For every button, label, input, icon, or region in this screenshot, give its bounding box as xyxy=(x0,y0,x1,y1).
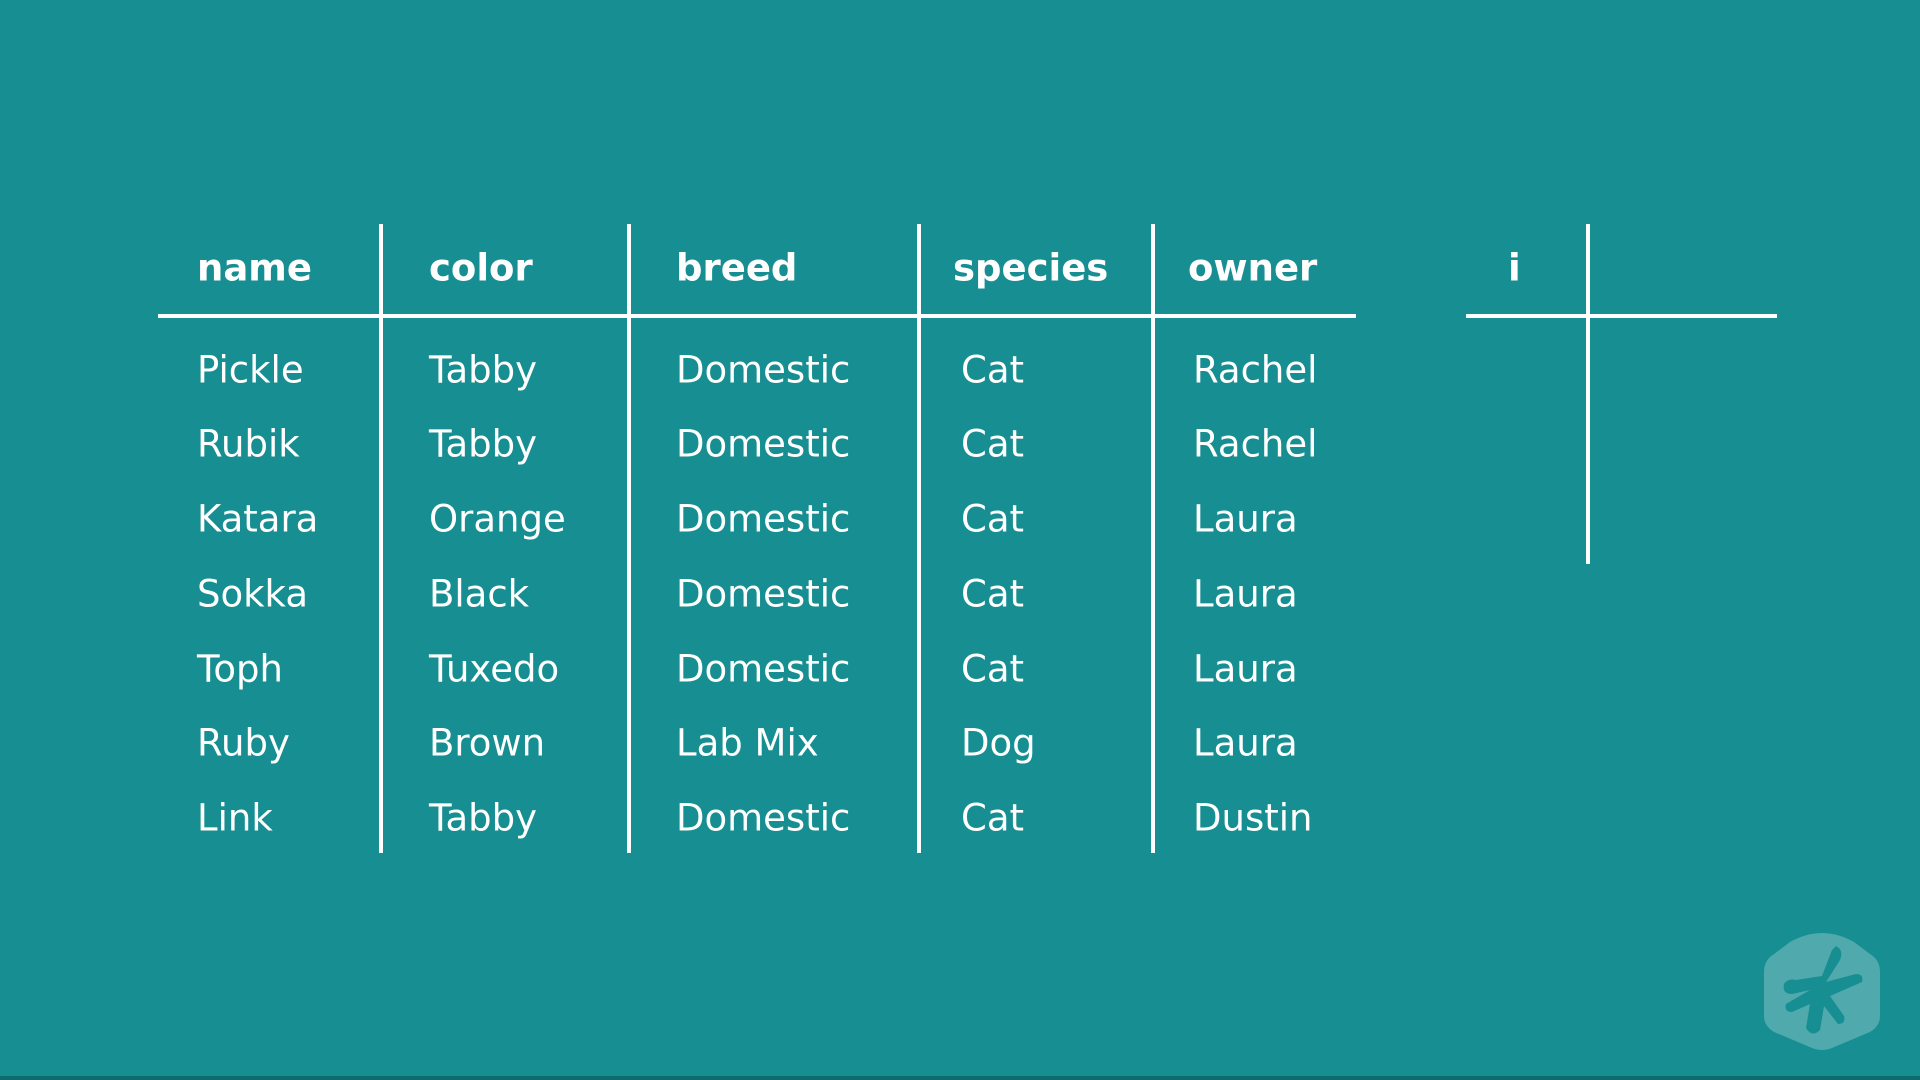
cell-species: Cat xyxy=(961,348,1025,392)
cell-color: Orange xyxy=(429,497,566,541)
cell-name: Sokka xyxy=(197,572,308,616)
header-breed: breed xyxy=(676,246,798,290)
cell-name: Link xyxy=(197,796,273,840)
cell-color: Tuxedo xyxy=(429,647,560,691)
header-divider xyxy=(158,314,1356,318)
column-divider xyxy=(917,224,921,853)
cell-breed: Domestic xyxy=(676,348,851,392)
cell-species: Cat xyxy=(961,647,1025,691)
cell-owner: Laura xyxy=(1193,497,1298,541)
column-divider xyxy=(379,224,383,853)
header-owner: owner xyxy=(1188,246,1318,290)
column-divider xyxy=(627,224,631,853)
cell-name: Ruby xyxy=(197,721,290,765)
cell-owner: Rachel xyxy=(1193,422,1318,466)
cell-owner: Laura xyxy=(1193,647,1298,691)
header-name: name xyxy=(197,246,312,290)
cell-breed: Domestic xyxy=(676,422,851,466)
treehouse-logo-icon xyxy=(1764,933,1880,1050)
cell-owner: Laura xyxy=(1193,572,1298,616)
bottom-edge xyxy=(0,1076,1920,1080)
cell-color: Black xyxy=(429,572,530,616)
index-header: i xyxy=(1508,246,1521,290)
cell-name: Toph xyxy=(197,647,283,691)
cell-species: Dog xyxy=(961,721,1036,765)
cell-species: Cat xyxy=(961,572,1025,616)
cell-breed: Lab Mix xyxy=(676,721,819,765)
column-divider xyxy=(1151,224,1155,853)
header-color: color xyxy=(429,246,533,290)
cell-breed: Domestic xyxy=(676,572,851,616)
cell-color: Tabby xyxy=(429,796,538,840)
cell-color: Tabby xyxy=(429,348,538,392)
cell-color: Brown xyxy=(429,721,546,765)
cell-name: Rubik xyxy=(197,422,300,466)
cell-species: Cat xyxy=(961,422,1025,466)
cell-name: Pickle xyxy=(197,348,304,392)
cell-owner: Rachel xyxy=(1193,348,1318,392)
cell-species: Cat xyxy=(961,796,1025,840)
cell-color: Tabby xyxy=(429,422,538,466)
cell-owner: Dustin xyxy=(1193,796,1313,840)
header-species: species xyxy=(953,246,1109,290)
cell-species: Cat xyxy=(961,497,1025,541)
cell-name: Katara xyxy=(197,497,319,541)
cell-breed: Domestic xyxy=(676,647,851,691)
cell-owner: Laura xyxy=(1193,721,1298,765)
cell-breed: Domestic xyxy=(676,497,851,541)
index-header-divider xyxy=(1466,314,1777,318)
cell-breed: Domestic xyxy=(676,796,851,840)
index-column-divider xyxy=(1586,224,1590,564)
